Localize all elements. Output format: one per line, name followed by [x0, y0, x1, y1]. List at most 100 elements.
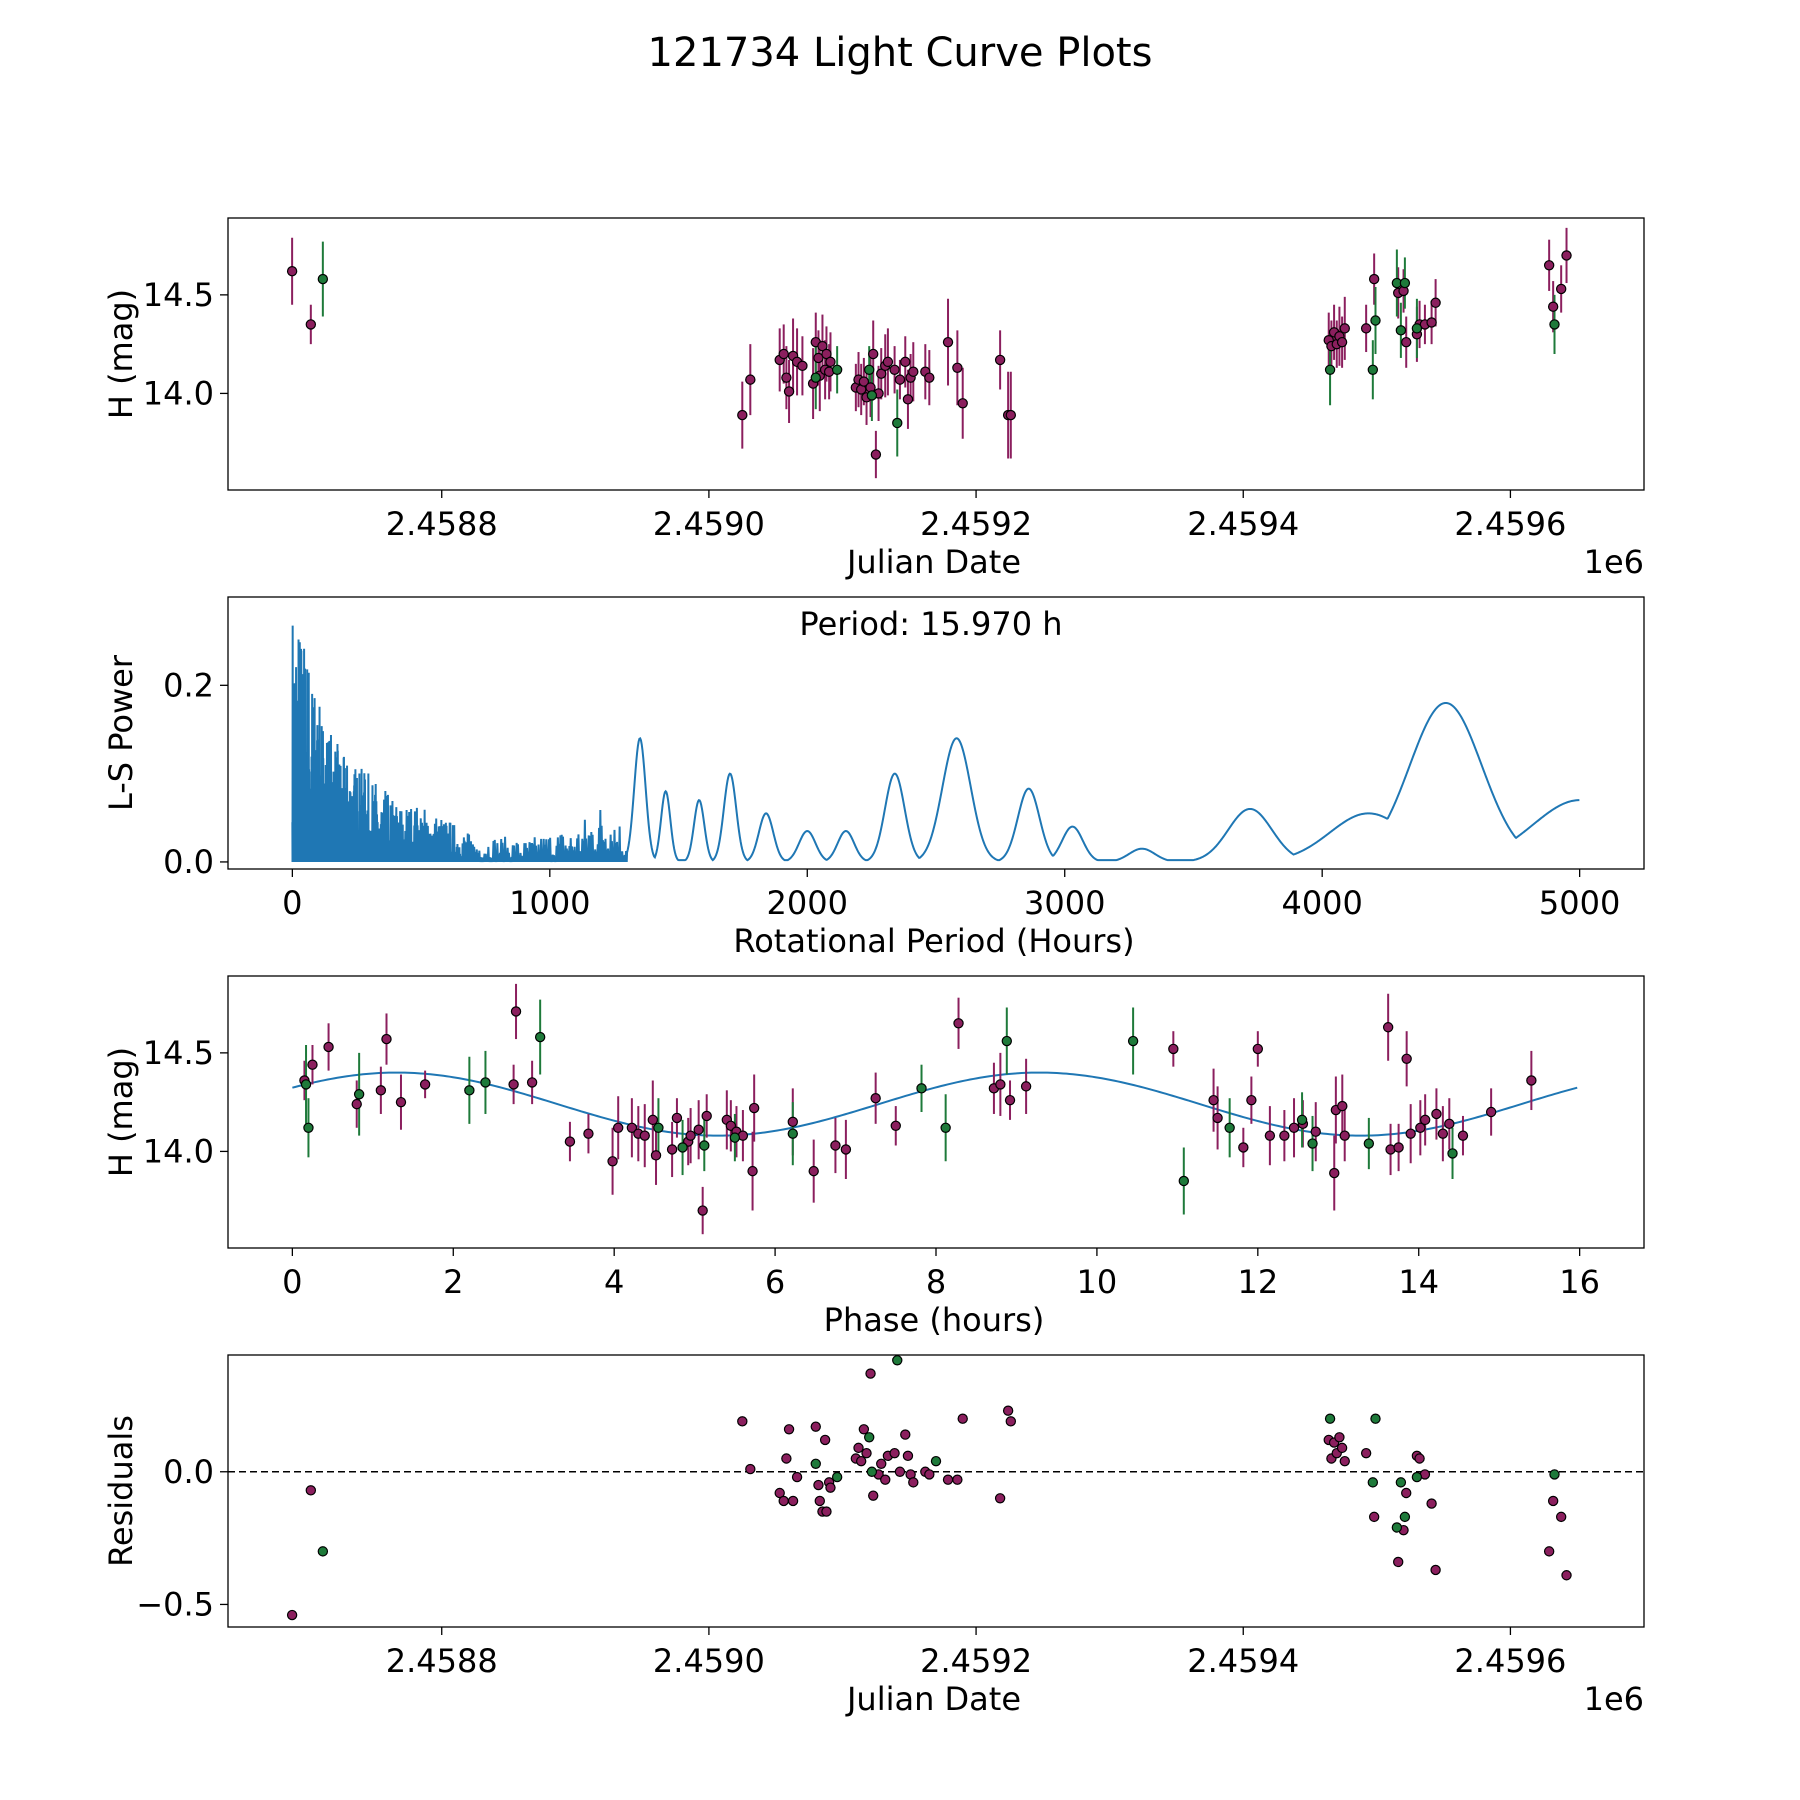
data-point-purple: [858, 376, 870, 387]
data-point-purple: [853, 1442, 864, 1454]
y-axis-label: Residuals: [102, 1415, 140, 1567]
data-point-purple: [783, 386, 795, 397]
data-point-green: [892, 417, 903, 429]
data-point-purple: [526, 1077, 538, 1088]
data-point-purple: [808, 1165, 819, 1177]
data-point-purple: [1252, 1043, 1264, 1055]
data-point-purple: [876, 1458, 887, 1470]
data-point-purple: [697, 1205, 708, 1216]
model-curve: [292, 1071, 1578, 1137]
data-point-purple: [908, 1477, 919, 1488]
x-tick-label: 6: [765, 1263, 785, 1301]
data-point-purple: [882, 356, 894, 368]
data-point-purple: [1360, 1447, 1372, 1459]
x-axis-label: Phase (hours): [824, 1301, 1045, 1339]
x-tick-label: 16: [1559, 1263, 1600, 1301]
data-point-purple: [1368, 1511, 1380, 1523]
data-point-purple: [781, 372, 792, 383]
x-tick-label: 8: [926, 1263, 946, 1301]
data-point-purple: [564, 1136, 576, 1147]
data-point-purple: [1426, 1498, 1437, 1509]
data-point-green: [677, 1142, 688, 1153]
data-point-green: [892, 1355, 903, 1366]
y-axis-label: H (mag): [102, 1047, 140, 1177]
data-point-purple: [1264, 1130, 1276, 1141]
x-tick-label: 3000: [1024, 884, 1105, 922]
data-point-green: [930, 1455, 942, 1467]
data-point-purple: [870, 449, 882, 460]
data-point-purple: [1430, 297, 1441, 308]
plot-area: [286, 227, 1572, 479]
data-point-green: [1411, 323, 1423, 334]
data-point-green: [1127, 1035, 1139, 1047]
y-tick-label: 0.0: [163, 843, 214, 881]
plot-area: [292, 983, 1578, 1235]
data-point-purple: [783, 1424, 795, 1435]
data-point-green: [831, 1471, 843, 1483]
data-point-purple: [323, 1041, 334, 1053]
data-point-purple: [613, 1122, 624, 1133]
x-axis-label: Julian Date: [845, 543, 1021, 581]
data-point-green: [810, 1458, 821, 1470]
lightcurve-panel: 2.4588 2.4590 2.4592 2.4594 2.4596 14.0 14.5 Ju…: [102, 217, 1645, 581]
data-point-green: [303, 1122, 314, 1133]
x-tick-label: 14: [1398, 1263, 1439, 1301]
y-tick-label: 14.0: [143, 1132, 214, 1170]
data-point-purple: [1288, 1122, 1300, 1133]
data-point-purple: [395, 1096, 407, 1108]
data-point-purple: [1020, 1081, 1032, 1092]
data-point-purple: [737, 1416, 748, 1427]
data-point-purple: [1547, 301, 1559, 312]
data-point-green: [866, 390, 878, 401]
data-point-green: [940, 1122, 951, 1133]
x-tick-label: 2.4588: [386, 505, 498, 543]
data-point-purple: [747, 1165, 758, 1177]
data-point-purple: [787, 1495, 799, 1507]
data-point-green: [1001, 1035, 1013, 1047]
data-point-green: [317, 273, 329, 285]
data-point-purple: [1405, 1128, 1416, 1139]
y-tick-label: 14.5: [143, 276, 214, 314]
data-point-green: [1224, 1122, 1235, 1133]
data-point-purple: [1547, 1495, 1559, 1507]
data-point-purple: [1543, 260, 1555, 271]
data-point-green: [1370, 1413, 1381, 1424]
data-point-purple: [1555, 283, 1567, 295]
y-tick-label: 14.0: [143, 374, 214, 412]
data-point-purple: [894, 1466, 906, 1477]
x-tick-label: 2.4594: [1187, 505, 1299, 543]
data-point-purple: [1310, 1126, 1321, 1137]
x-tick-label: 2.4592: [920, 505, 1032, 543]
data-point-purple: [510, 1006, 522, 1017]
data-point-green: [864, 1432, 875, 1443]
x-tick-label: 0: [282, 1263, 302, 1301]
y-tick-label: 0.0: [163, 1453, 214, 1491]
data-point-purple: [375, 1085, 387, 1096]
data-point-purple: [685, 1130, 696, 1141]
data-point-purple: [868, 1490, 879, 1501]
data-point-purple: [305, 319, 317, 330]
data-point-purple: [1337, 1100, 1348, 1112]
data-point-green: [787, 1128, 798, 1139]
data-point-purple: [889, 1447, 900, 1459]
data-point-purple: [858, 1424, 870, 1435]
data-point-green: [699, 1140, 710, 1151]
data-point-purple: [952, 362, 963, 373]
data-point-green: [1391, 1522, 1403, 1533]
data-point-purple: [1444, 1118, 1455, 1130]
data-point-purple: [952, 1474, 963, 1485]
data-point-green: [1178, 1175, 1190, 1187]
data-point-purple: [791, 1471, 803, 1483]
data-point-purple: [1543, 1546, 1555, 1557]
data-point-green: [653, 1122, 664, 1133]
data-point-green: [831, 364, 843, 375]
x-tick-label: 2.4592: [920, 1642, 1032, 1680]
data-point-green: [1296, 1114, 1308, 1126]
data-point-purple: [1212, 1112, 1223, 1124]
data-point-purple: [1334, 1432, 1345, 1443]
data-point-green: [729, 1132, 741, 1143]
data-point-purple: [1208, 1094, 1219, 1106]
x-offset-label: 1e6: [1584, 1680, 1644, 1718]
data-point-purple: [1360, 323, 1372, 334]
x-tick-label: 2.4594: [1187, 1642, 1299, 1680]
